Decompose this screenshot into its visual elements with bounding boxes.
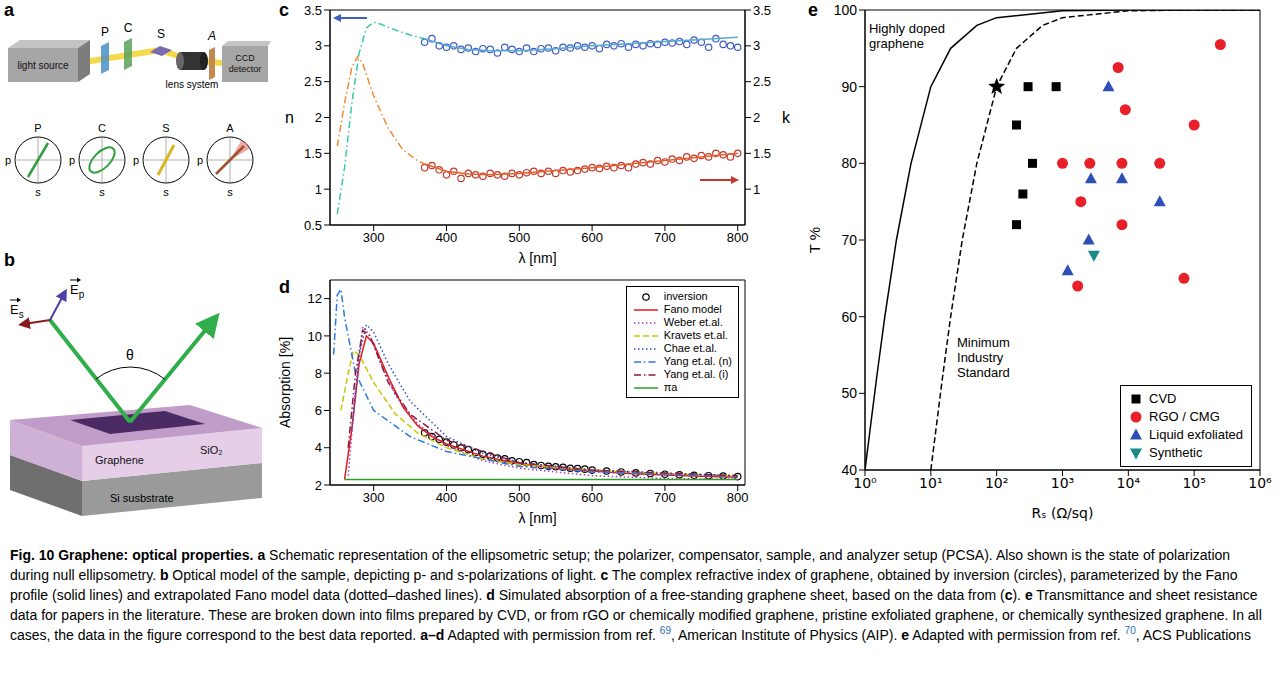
html-text:Chae et.al.: Chae et.al. [663,342,717,354]
html-text:Yang et.al. (n): Yang et.al. (n) [663,355,732,367]
svg-text:k: k [782,109,791,126]
html-text:Kravets et.al.: Kravets et.al. [663,329,728,341]
svg-text:C: C [98,122,106,134]
svg-text:S: S [157,27,165,41]
svg-text:s: s [163,186,169,198]
html-text:Yang et.al. (i): Yang et.al. (i) [663,368,729,380]
svg-text:400: 400 [436,230,458,245]
svg-text:800: 800 [727,490,749,505]
svg-text:80: 80 [841,155,857,171]
svg-text:Rₛ (Ω/sq): Rₛ (Ω/sq) [1032,505,1094,521]
svg-text:3.5: 3.5 [304,3,322,18]
html-text:RGO / CMG: RGO / CMG [1149,409,1220,424]
svg-text:A: A [207,29,216,43]
svg-text:s: s [227,186,233,198]
svg-text:40: 40 [841,462,857,478]
svg-text:6: 6 [315,403,322,418]
svg-text:MinimumIndustryStandard: MinimumIndustryStandard [957,335,1010,380]
svg-text:2: 2 [315,110,322,125]
svg-text:10⁴: 10⁴ [1117,475,1141,491]
svg-text:P: P [34,122,41,134]
html-text:πa: πa [663,381,678,393]
svg-text:2: 2 [753,110,760,125]
svg-text:100: 100 [834,2,858,18]
html-text:Fano model: Fano model [663,303,722,315]
svg-text:10²: 10² [985,475,1008,491]
svg-text:p: p [5,154,11,166]
svg-text:Es: Es [10,302,24,320]
svg-text:700: 700 [654,230,676,245]
svg-text:CCDdetector: CCDdetector [229,53,262,74]
html-text:Synthetic: Synthetic [1149,445,1203,460]
svg-text:n: n [285,109,294,126]
svg-text:1.5: 1.5 [753,146,771,161]
svg-text:S: S [162,122,169,134]
svg-text:800: 800 [727,230,749,245]
html-text:CVD: CVD [1149,391,1177,406]
svg-text:2: 2 [315,478,322,493]
svg-text:T %: T % [806,227,823,253]
svg-text:10¹: 10¹ [919,475,942,491]
svg-text:8: 8 [315,366,322,381]
svg-text:3: 3 [315,38,322,53]
svg-text:700: 700 [654,490,676,505]
svg-text:θ: θ [126,347,134,363]
svg-text:10⁰: 10⁰ [853,474,877,491]
svg-text:3: 3 [753,38,760,53]
svg-text:60: 60 [841,309,857,325]
svg-text:10: 10 [308,329,322,344]
svg-text:C: C [124,21,133,35]
svg-text:Graphene: Graphene [95,454,144,466]
svg-text:4: 4 [315,440,322,455]
svg-text:λ [nm]: λ [nm] [518,250,556,266]
svg-text:A: A [226,122,234,134]
html-text:d: d [279,277,290,297]
svg-text:10⁶: 10⁶ [1248,475,1272,491]
svg-text:500: 500 [508,230,530,245]
svg-text:lens system: lens system [166,79,219,90]
svg-text:1.5: 1.5 [304,146,322,161]
svg-text:600: 600 [581,490,603,505]
html-text:a: a [4,0,14,20]
svg-text:1: 1 [753,182,760,197]
html-text:inversion: inversion [663,290,708,302]
svg-text:SiO₂: SiO₂ [200,444,223,456]
html-text:c: c [279,0,289,20]
html-text:e: e [808,0,818,20]
svg-text:50: 50 [841,385,857,401]
html-text:Fig. 10 Graphene: optical prop: Fig. 10 Graphene: optical properties. a … [10,547,1266,643]
svg-text:λ [nm]: λ [nm] [518,510,556,526]
svg-text:Ep: Ep [70,282,85,300]
svg-text:300: 300 [363,230,385,245]
svg-text:Absorption [%]: Absorption [%] [277,337,293,428]
svg-text:Si susbstrate: Si susbstrate [110,492,174,504]
svg-text:p: p [69,154,75,166]
svg-text:s: s [35,186,41,198]
svg-text:0.5: 0.5 [304,218,322,233]
svg-text:12: 12 [308,291,322,306]
svg-text:500: 500 [508,490,530,505]
svg-text:Highly dopedgraphene: Highly dopedgraphene [869,21,945,51]
svg-text:400: 400 [436,490,458,505]
svg-text:1: 1 [315,182,322,197]
svg-text:3.5: 3.5 [753,3,771,18]
svg-text:P: P [101,25,109,39]
svg-text:70: 70 [841,232,857,248]
svg-text:light source: light source [17,60,69,71]
html-text:Liquid exfoliated: Liquid exfoliated [1149,427,1243,442]
html-text:b: b [4,250,15,270]
svg-text:2.5: 2.5 [753,74,771,89]
svg-text:s: s [99,186,105,198]
svg-text:p: p [197,154,203,166]
svg-text:10³: 10³ [1051,475,1074,491]
html-text:Weber et.al.: Weber et.al. [663,316,723,328]
svg-text:2.5: 2.5 [304,74,322,89]
svg-text:300: 300 [363,490,385,505]
svg-text:90: 90 [841,79,857,95]
svg-text:10⁵: 10⁵ [1182,475,1205,491]
svg-text:600: 600 [581,230,603,245]
svg-text:p: p [133,154,139,166]
